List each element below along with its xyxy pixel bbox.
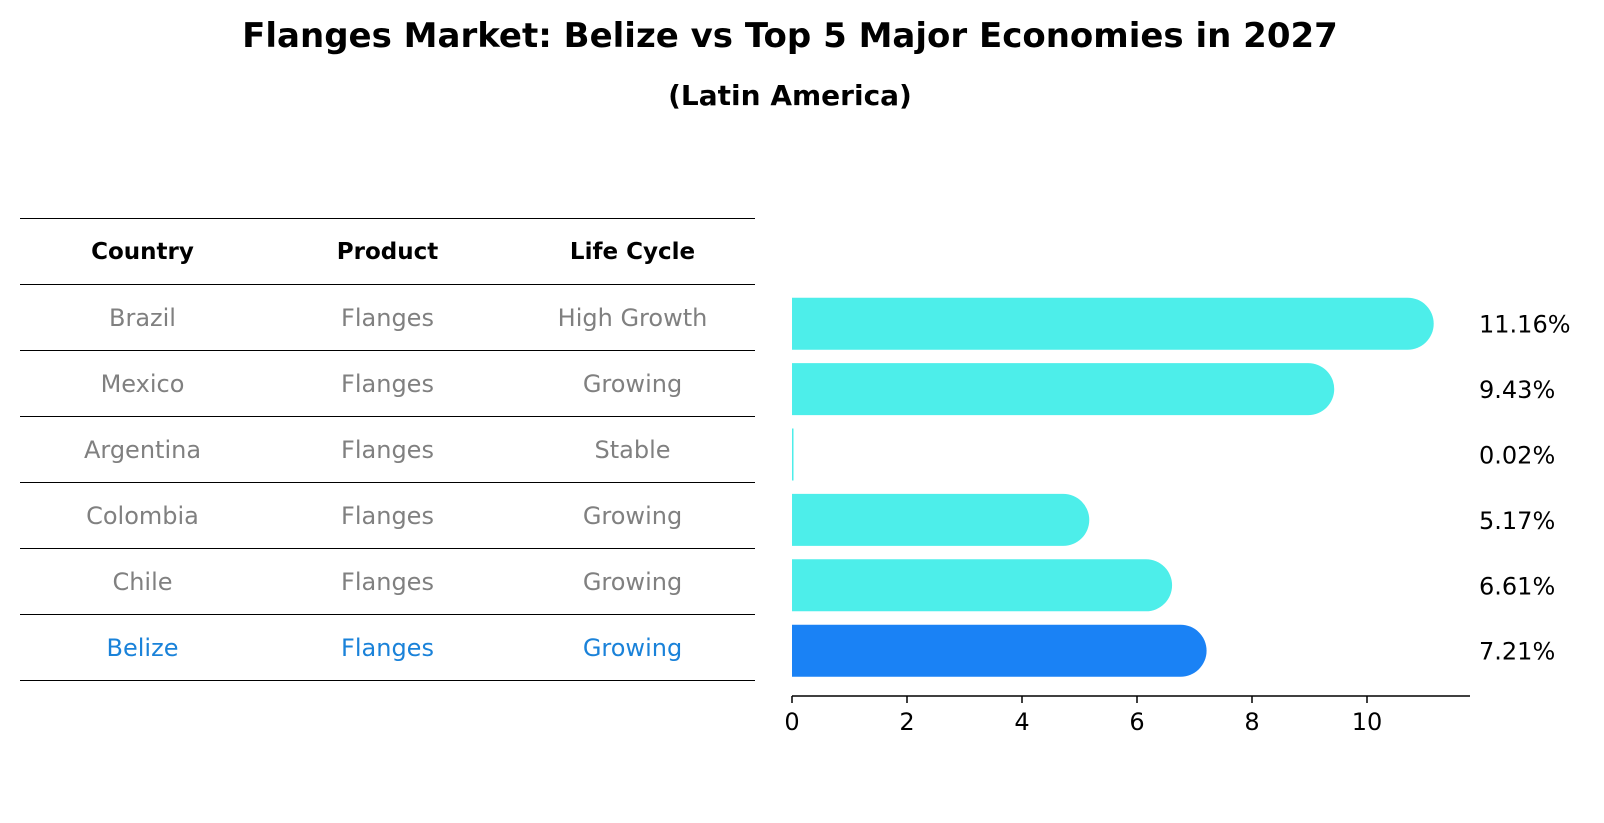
x-tick-label: 6 (1129, 708, 1144, 736)
cell-life-cycle: High Growth (557, 303, 708, 332)
header-product: Product (336, 238, 439, 265)
x-tick-label: 10 (1352, 708, 1383, 736)
bar-brazil (792, 297, 1434, 350)
table-row: Argentina Flanges Stable (20, 416, 755, 482)
x-tick-label: 2 (899, 708, 914, 736)
x-tick-label: 4 (1014, 708, 1029, 736)
header-life-cycle: Life Cycle (569, 238, 696, 265)
cell-product: Flanges (341, 303, 434, 332)
chart-title: Flanges Market: Belize vs Top 5 Major Ec… (242, 16, 1338, 56)
table-row: Brazil Flanges High Growth (20, 284, 755, 350)
bar-colombia (792, 493, 1090, 546)
cell-country: Mexico (100, 369, 185, 398)
cell-product: Flanges (341, 567, 434, 596)
cell-life-cycle: Growing (582, 567, 683, 596)
bar-mexico (792, 363, 1335, 416)
cell-product: Flanges (341, 435, 434, 464)
table-row: Colombia Flanges Growing (20, 482, 755, 548)
table-row: Mexico Flanges Growing (20, 350, 755, 416)
chart-subtitle: (Latin America) (668, 79, 912, 112)
x-tick-label: 0 (784, 708, 799, 736)
cell-life-cycle: Stable (594, 435, 671, 464)
cell-country: Colombia (86, 501, 199, 530)
cell-life-cycle: Growing (582, 501, 683, 530)
cell-country: Belize (106, 633, 179, 662)
value-label: 9.43% (1479, 376, 1555, 404)
cell-product: Flanges (341, 501, 434, 530)
table-row: Chile Flanges Growing (20, 548, 755, 614)
value-label: 6.61% (1479, 572, 1555, 600)
value-label: 0.02% (1479, 442, 1555, 470)
market-table: Country Product Life Cycle Brazil Flange… (20, 218, 755, 681)
value-label: 5.17% (1479, 507, 1555, 535)
bar-belize (792, 624, 1207, 677)
cell-life-cycle: Growing (582, 369, 683, 398)
cell-product: Flanges (341, 369, 434, 398)
table-header-row: Country Product Life Cycle (20, 218, 755, 284)
bar-chile (792, 559, 1173, 612)
cell-country: Argentina (83, 435, 202, 464)
table-row-highlight: Belize Flanges Growing (20, 614, 755, 681)
cell-country: Chile (112, 567, 173, 596)
cell-life-cycle: Growing (582, 633, 683, 662)
cell-product: Flanges (341, 633, 434, 662)
x-tick-label: 8 (1244, 708, 1259, 736)
value-label: 11.16% (1479, 311, 1571, 339)
cell-country: Brazil (109, 303, 176, 332)
bar-argentina (792, 428, 794, 481)
value-label: 7.21% (1479, 638, 1555, 666)
header-country: Country (91, 238, 194, 265)
